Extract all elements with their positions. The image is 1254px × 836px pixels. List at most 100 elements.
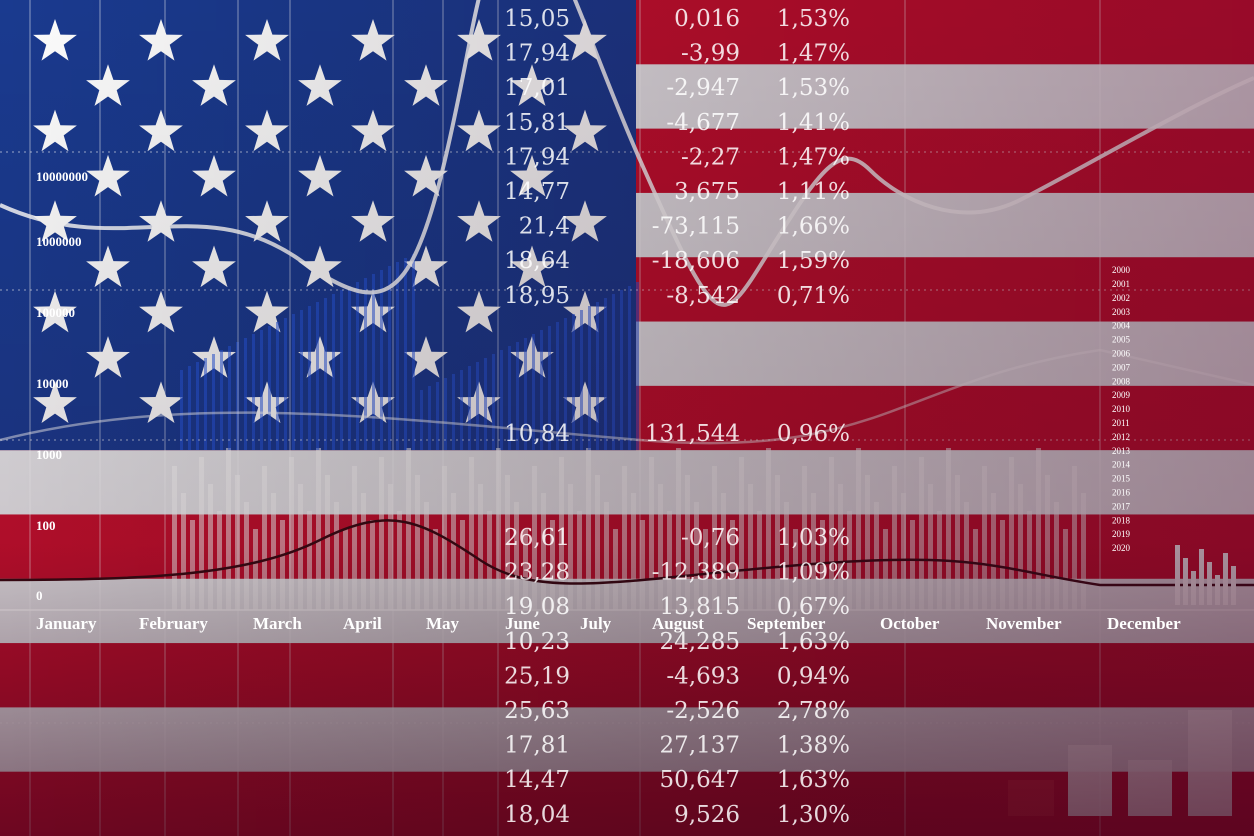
- month-label: February: [139, 614, 208, 633]
- table-cell: 24,285: [660, 629, 740, 655]
- table-cell: 1,41%: [777, 110, 850, 136]
- table-cell: 1,63%: [777, 767, 850, 793]
- table-cell: 1,47%: [777, 41, 850, 67]
- month-label: April: [343, 614, 382, 633]
- table-cell: 0,94%: [777, 663, 850, 689]
- year-label: 2004: [1112, 321, 1131, 331]
- table-cell: 1,53%: [777, 75, 850, 101]
- year-label: 2009: [1112, 390, 1131, 400]
- table-cell: 1,30%: [777, 802, 850, 828]
- year-label: 2017: [1112, 501, 1131, 511]
- year-label: 2007: [1112, 362, 1131, 372]
- table-cell: 0,71%: [777, 283, 850, 309]
- labels: 1000000010000001000001000010001000Januar…: [36, 6, 1181, 828]
- month-label: August: [652, 614, 704, 633]
- table-cell: -12,389: [652, 560, 740, 586]
- table-cell: 1,09%: [777, 560, 850, 586]
- table-cell: 0,96%: [777, 421, 850, 447]
- table-cell: 10,84: [504, 421, 570, 447]
- year-label: 2010: [1112, 404, 1131, 414]
- month-label: July: [580, 614, 612, 633]
- month-label: October: [880, 614, 940, 633]
- year-label: 2019: [1112, 529, 1131, 539]
- year-label: 2006: [1112, 348, 1131, 358]
- year-label: 2001: [1112, 279, 1130, 289]
- year-label: 2002: [1112, 293, 1130, 303]
- table-cell: -8,542: [666, 283, 740, 309]
- table-cell: 18,04: [504, 802, 570, 828]
- table-cell: 23,28: [504, 560, 570, 586]
- table-cell: 0,67%: [777, 594, 850, 620]
- table-cell: 17,01: [504, 75, 570, 101]
- table-cell: -18,606: [652, 248, 740, 274]
- month-label: January: [36, 614, 97, 633]
- month-label: May: [426, 614, 460, 633]
- table-cell: 15,05: [504, 6, 570, 32]
- month-label: September: [747, 614, 826, 633]
- axis-label: 1000000: [36, 234, 82, 249]
- axis-label: 0: [36, 588, 43, 603]
- table-cell: -4,677: [666, 110, 740, 136]
- table-cell: 10,23: [504, 629, 570, 655]
- month-label: June: [505, 614, 540, 633]
- table-cell: 131,544: [645, 421, 740, 447]
- year-label: 2020: [1112, 543, 1131, 553]
- month-label: December: [1107, 614, 1181, 633]
- table-cell: -73,115: [652, 214, 740, 240]
- table-cell: 25,19: [504, 663, 570, 689]
- table-cell: 27,137: [660, 733, 740, 759]
- month-label: November: [986, 614, 1062, 633]
- axis-label: 1000: [36, 447, 62, 462]
- table-cell: -2,27: [681, 144, 740, 170]
- table-cell: 1,11%: [777, 179, 850, 205]
- table-cell: 1,63%: [777, 629, 850, 655]
- year-label: 2012: [1112, 432, 1130, 442]
- axis-label: 100000: [36, 305, 75, 320]
- table-cell: 18,95: [504, 283, 570, 309]
- table-cell: 21,4: [519, 214, 570, 240]
- table-cell: 17,94: [504, 41, 570, 67]
- table-cell: -0,76: [681, 525, 740, 551]
- table-cell: 1,47%: [777, 144, 850, 170]
- year-label: 2011: [1112, 418, 1130, 428]
- table-cell: 17,94: [504, 144, 570, 170]
- table-cell: 25,63: [504, 698, 570, 724]
- table-cell: 1,03%: [777, 525, 850, 551]
- table-cell: 15,81: [504, 110, 570, 136]
- year-label: 2008: [1112, 376, 1131, 386]
- year-label: 2018: [1112, 515, 1131, 525]
- table-cell: 14,77: [504, 179, 570, 205]
- table-cell: -2,947: [666, 75, 740, 101]
- table-cell: 1,59%: [777, 248, 850, 274]
- year-label: 2005: [1112, 335, 1131, 345]
- year-label: 2014: [1112, 460, 1131, 470]
- table-cell: -3,99: [681, 41, 740, 67]
- table-cell: 17,81: [504, 733, 570, 759]
- table-cell: 13,815: [660, 594, 740, 620]
- year-label: 2013: [1112, 446, 1131, 456]
- month-label: March: [253, 614, 302, 633]
- table-cell: 2,78%: [777, 698, 850, 724]
- year-label: 2016: [1112, 487, 1131, 497]
- axis-label: 10000000: [36, 169, 88, 184]
- table-cell: 19,08: [504, 594, 570, 620]
- table-cell: 1,66%: [777, 214, 850, 240]
- year-label: 2000: [1112, 265, 1131, 275]
- table-cell: -2,526: [666, 698, 740, 724]
- table-cell: 9,526: [674, 802, 740, 828]
- table-cell: 1,53%: [777, 6, 850, 32]
- year-label: 2015: [1112, 474, 1131, 484]
- table-cell: 0,016: [674, 6, 740, 32]
- table-cell: 1,38%: [777, 733, 850, 759]
- table-cell: 18,64: [504, 248, 570, 274]
- table-cell: 14,47: [504, 767, 570, 793]
- table-cell: 50,647: [660, 767, 740, 793]
- table-cell: 26,61: [504, 525, 570, 551]
- table-cell: 3,675: [674, 179, 740, 205]
- year-label: 2003: [1112, 307, 1131, 317]
- axis-label: 10000: [36, 376, 69, 391]
- axis-label: 100: [36, 518, 56, 533]
